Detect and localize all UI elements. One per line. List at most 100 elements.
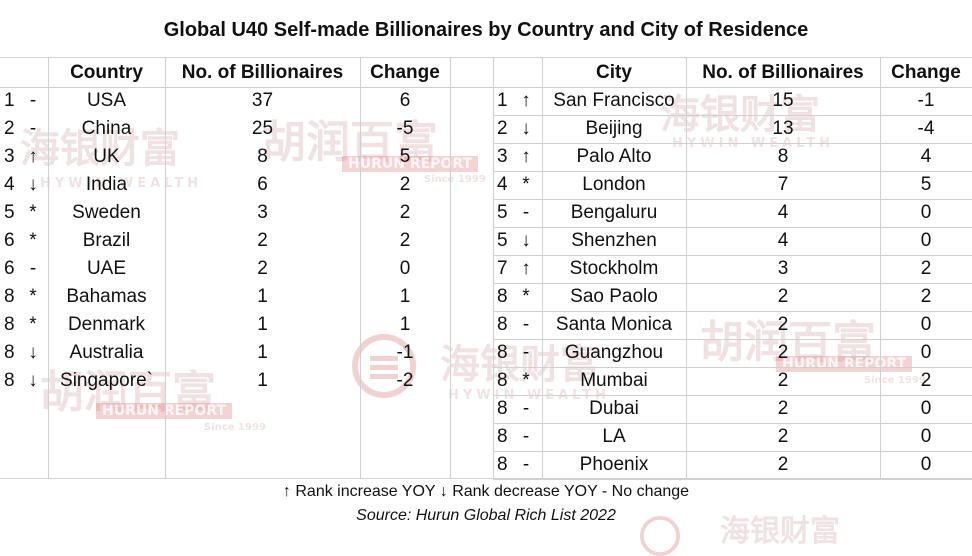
country-trend: ↓: [28, 342, 38, 363]
city-rank: 2: [497, 118, 508, 139]
source-text: Source: Hurun Global Rich List 2022: [356, 507, 616, 524]
city-trend: ↓: [521, 230, 531, 251]
country-rank: 2: [4, 118, 15, 139]
country-count: 3: [257, 202, 268, 223]
city-change: 0: [920, 342, 932, 363]
city-change: 2: [920, 258, 932, 279]
city-change-header: Change: [891, 62, 961, 83]
grid-line: [0, 57, 972, 58]
city-trend: ↑: [521, 258, 531, 279]
country-change: 2: [399, 174, 411, 195]
city-count: 8: [777, 146, 789, 167]
country-name: India: [85, 174, 128, 195]
city-change: 0: [920, 314, 932, 335]
country-name: UK: [93, 146, 120, 167]
grid-line: [360, 57, 361, 478]
city-trend: ↑: [521, 90, 531, 111]
country-name: Singapore`: [60, 370, 153, 391]
city-name: Bengaluru: [570, 202, 658, 223]
country-name: USA: [86, 90, 127, 111]
city-name: LA: [602, 426, 626, 447]
city-trend: ↓: [521, 118, 531, 139]
country-trend: *: [29, 286, 37, 307]
city-count: 2: [777, 398, 789, 419]
city-change: 0: [920, 398, 932, 419]
city-name: Beijing: [585, 118, 643, 139]
city-name: Dubai: [589, 398, 639, 419]
city-count: 4: [777, 202, 789, 223]
country-change: -1: [396, 342, 414, 363]
grid-line: [542, 57, 543, 478]
city-rank: 8: [497, 286, 508, 307]
country-change: 2: [399, 230, 411, 251]
city-rank: 8: [497, 342, 508, 363]
grid-line: [493, 339, 972, 340]
grid-line: [686, 57, 687, 478]
country-count: 2: [257, 230, 268, 251]
country-change: 6: [399, 90, 411, 111]
city-rank: 1: [497, 90, 508, 111]
city-count: 2: [777, 342, 789, 363]
city-rank: 5: [497, 230, 508, 251]
country-change: 2: [399, 202, 411, 223]
country-name: Brazil: [82, 230, 131, 251]
country-count: 37: [251, 90, 274, 111]
city-rank: 4: [497, 174, 508, 195]
country-name: UAE: [86, 258, 127, 279]
country-change: 0: [399, 258, 411, 279]
city-trend: -: [522, 398, 530, 419]
city-trend: *: [522, 174, 530, 195]
country-trend: *: [29, 230, 37, 251]
city-name: Palo Alto: [576, 146, 652, 167]
city-rank: 3: [497, 146, 508, 167]
city-count: 13: [772, 118, 794, 139]
country-rank: 4: [4, 174, 15, 195]
country-trend: *: [29, 314, 37, 335]
city-change: 0: [920, 426, 932, 447]
country-name: Denmark: [67, 314, 146, 335]
city-name: Mumbai: [580, 370, 648, 391]
country-count: 1: [257, 286, 268, 307]
page-title: Global U40 Self-made Billionaires by Cou…: [163, 19, 809, 41]
country-rank: 6: [4, 230, 15, 251]
grid-line: [0, 87, 972, 88]
country-trend: -: [29, 258, 37, 279]
city-change: -1: [917, 90, 935, 111]
grid-line: [493, 283, 972, 284]
city-count: 2: [777, 286, 789, 307]
city-count: 2: [777, 314, 789, 335]
country-count: 6: [257, 174, 268, 195]
country-trend: *: [29, 202, 37, 223]
country-trend: -: [29, 118, 37, 139]
city-name: San Francisco: [553, 90, 675, 111]
grid-line: [493, 115, 972, 116]
grid-line: [493, 255, 972, 256]
country-change: 1: [399, 314, 411, 335]
country-header: Country: [70, 62, 143, 83]
city-change: 0: [920, 230, 932, 251]
city-name: Guangzhou: [564, 342, 664, 363]
country-rank: 6: [4, 258, 15, 279]
city-trend: -: [522, 454, 530, 475]
city-change: 5: [920, 174, 932, 195]
city-rank: 5: [497, 202, 508, 223]
grid-line: [493, 367, 972, 368]
city-change: 0: [920, 454, 932, 475]
city-trend: -: [522, 342, 530, 363]
city-trend: ↑: [521, 146, 531, 167]
grid-line: [493, 311, 972, 312]
grid-line: [493, 199, 972, 200]
grid-line: [0, 478, 972, 479]
country-trend: ↑: [28, 146, 38, 167]
country-rank: 8: [4, 342, 15, 363]
city-header: City: [596, 62, 632, 83]
city-rank: 8: [497, 398, 508, 419]
country-name: Australia: [69, 342, 144, 363]
city-count: 4: [777, 230, 789, 251]
country-count: 8: [257, 146, 268, 167]
city-count: 3: [777, 258, 789, 279]
grid-line: [48, 57, 49, 478]
city-rank: 8: [497, 370, 508, 391]
city-count: 7: [777, 174, 789, 195]
country-rank: 8: [4, 370, 15, 391]
